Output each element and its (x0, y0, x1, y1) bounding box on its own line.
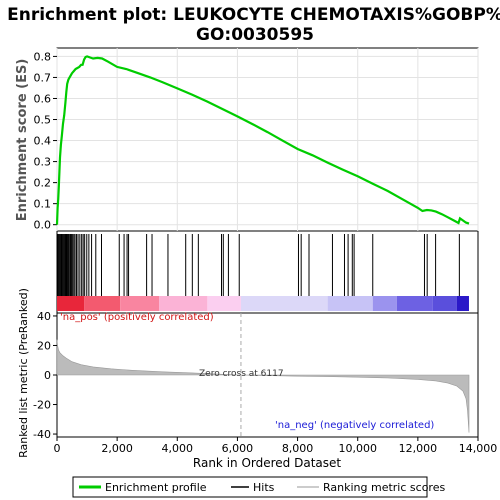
es-y-tick-label: 0.7 (34, 71, 52, 84)
x-tick-label: 14,000 (459, 442, 498, 455)
hit-markers (57, 234, 460, 296)
legend: Enrichment profile Hits Ranking metric s… (72, 476, 445, 498)
legend-hits-label: Hits (253, 481, 275, 494)
enrichment-profile-line (55, 55, 470, 225)
rank-y-tick-label: -40 (33, 428, 51, 441)
rank-y-tick-label: 0 (44, 369, 51, 382)
rank-y-axis-label: Ranked list metric (PreRanked) (17, 288, 30, 458)
heatmap-segment (159, 296, 208, 311)
chart-title-line-2: GO:0030595 (196, 25, 314, 45)
ranked-list-heatmap (57, 296, 469, 311)
x-tick-label: 8,000 (282, 442, 314, 455)
heatmap-segment (327, 296, 373, 311)
rank-y-tick-label: 20 (37, 339, 51, 352)
x-tick-label: 10,000 (338, 442, 377, 455)
rank-y-tick-label: -20 (33, 399, 51, 412)
es-y-ticks: 0.0 0.1 0.2 0.3 0.4 0.5 0.6 0.7 0.8 (34, 50, 57, 232)
x-axis-label: Rank in Ordered Dataset (193, 456, 341, 470)
es-y-tick-label: 0.8 (34, 50, 52, 63)
zero-cross-annotation: Zero cross at 6117 (199, 369, 284, 379)
rank-y-ticks: 40 20 0 -20 -40 (33, 310, 57, 441)
chart-title-line-1: Enrichment plot: LEUKOCYTE CHEMOTAXIS%GO… (7, 5, 500, 25)
rank-y-tick-label: 40 (37, 310, 51, 323)
es-y-tick-label: 0.6 (34, 92, 52, 105)
legend-ranking-label: Ranking metric scores (323, 481, 445, 494)
heatmap-segment (207, 296, 241, 311)
heatmap-segment (84, 296, 121, 311)
es-y-tick-label: 0.2 (34, 177, 52, 190)
enrichment-profile-series (55, 55, 470, 225)
x-tick-label: 0 (54, 442, 61, 455)
es-y-tick-label: 0.0 (34, 219, 52, 232)
es-y-axis-label: Enrichment score (ES) (15, 59, 30, 222)
na-neg-annotation: 'na_neg' (negatively correlated) (275, 420, 434, 431)
na-pos-annotation: 'na_pos' (positively correlated) (60, 312, 214, 323)
heatmap-segment (396, 296, 433, 311)
es-gridlines (56, 48, 479, 231)
legend-frame (72, 476, 428, 498)
heatmap-segment (432, 296, 457, 311)
es-y-tick-label: 0.4 (34, 135, 52, 148)
x-axis-ticks: 0 2,000 4,000 6,000 8,000 10,000 12,000 14,000 (54, 437, 498, 455)
heatmap-segment (372, 296, 397, 311)
heatmap-segment (57, 296, 85, 311)
x-tick-label: 6,000 (222, 442, 254, 455)
es-y-tick-label: 0.3 (34, 156, 52, 169)
legend-enrichment-label: Enrichment profile (105, 481, 207, 494)
heatmap-segment (240, 296, 328, 311)
ranking-metric-series (56, 313, 470, 437)
ranking-metric-area (56, 339, 470, 433)
x-tick-label: 2,000 (101, 442, 133, 455)
heatmap-segment (120, 296, 160, 311)
es-y-tick-label: 0.5 (34, 114, 52, 127)
x-tick-label: 12,000 (399, 442, 438, 455)
heatmap-segment (456, 296, 469, 311)
es-y-tick-label: 0.1 (34, 198, 52, 211)
x-tick-label: 4,000 (162, 442, 194, 455)
